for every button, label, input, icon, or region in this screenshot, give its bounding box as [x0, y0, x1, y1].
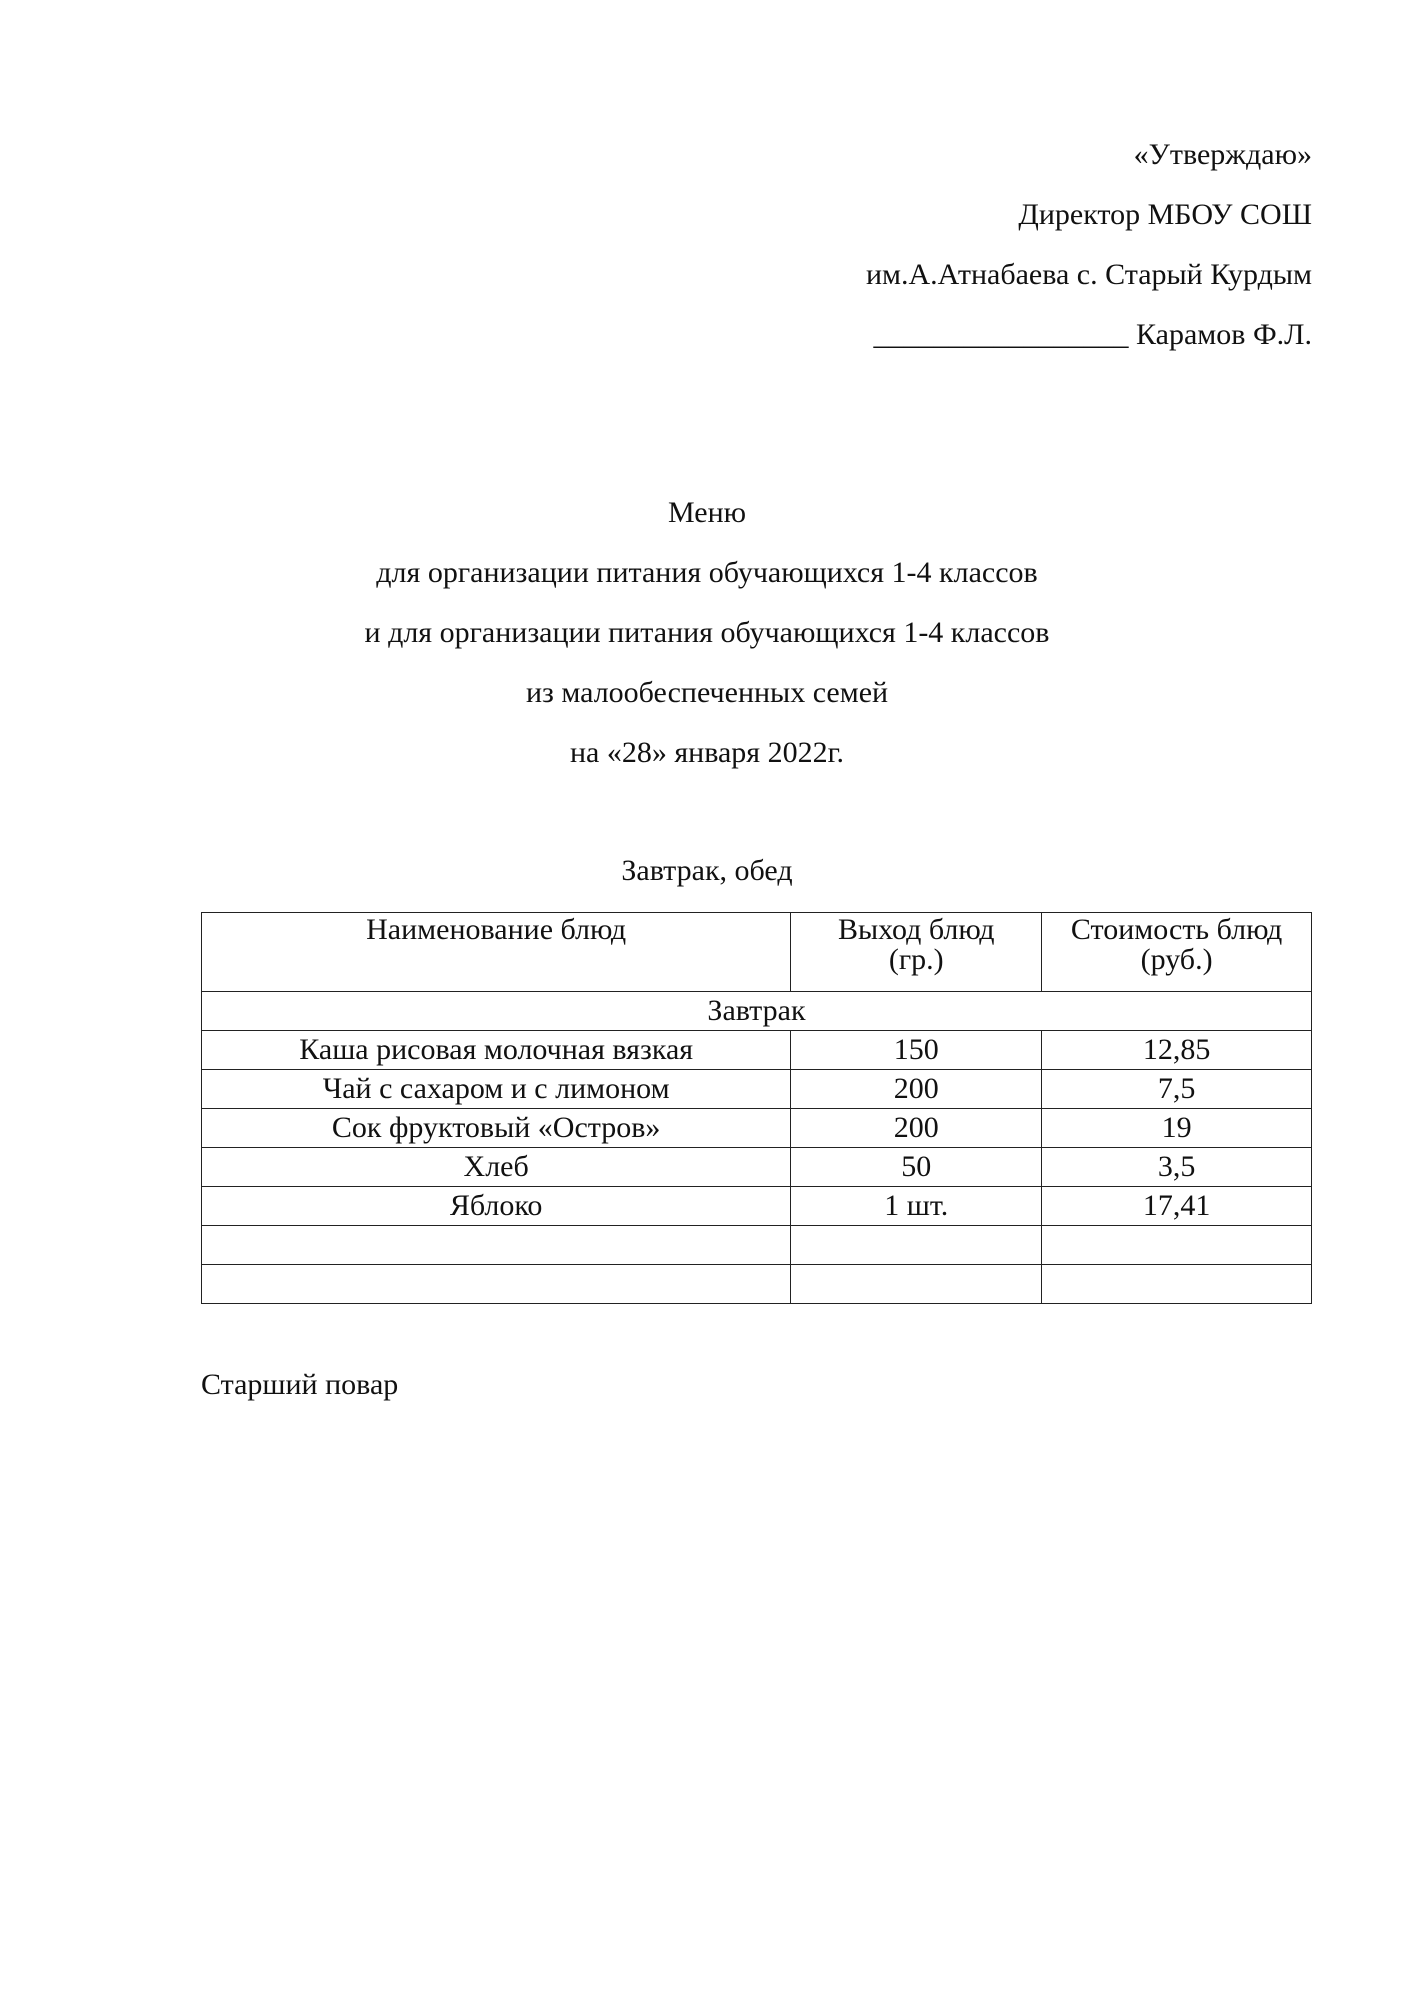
table-row	[200, 1264, 1312, 1304]
portion-cell: 150	[790, 1030, 1043, 1070]
approval-signature-line: _________________ Карамов Ф.Л.	[873, 318, 1312, 351]
table-row	[200, 1225, 1312, 1265]
price-cell: 7,5	[1041, 1069, 1312, 1109]
dish-name-cell	[200, 1225, 792, 1265]
approval-line: Директор МБОУ СОШ	[1018, 198, 1312, 231]
portion-cell: 1 шт.	[790, 1186, 1043, 1226]
title-line: и для организации питания обучающихся 1-…	[364, 616, 1050, 649]
header-cell: Наименование блюд	[200, 912, 792, 992]
table-row: Хлеб 50 3,5	[200, 1147, 1312, 1187]
document-title: Меню	[667, 496, 747, 529]
header-cell: Стоимость блюд (руб.)	[1041, 912, 1312, 992]
footer-signature: Старший повар	[201, 1368, 399, 1401]
header-cell: Выход блюд (гр.)	[790, 912, 1043, 992]
table-caption: Завтрак, обед	[621, 854, 793, 887]
portion-cell: 200	[790, 1069, 1043, 1109]
approval-line: «Утверждаю»	[1133, 138, 1312, 171]
table-row: Чай с сахаром и с лимоном 200 7,5	[200, 1069, 1312, 1109]
section-row: Завтрак	[201, 991, 1312, 1031]
price-cell: 3,5	[1041, 1147, 1312, 1187]
section-cell: Завтрак	[201, 991, 1312, 1031]
menu-table: Наименование блюд Выход блюд (гр.) Стоим…	[200, 912, 1312, 1304]
dish-name-cell: Хлеб	[200, 1147, 792, 1187]
price-cell	[1041, 1225, 1312, 1265]
dish-name-cell: Чай с сахаром и с лимоном	[200, 1069, 792, 1109]
dish-name-cell: Каша рисовая молочная вязкая	[200, 1030, 792, 1070]
portion-cell: 200	[790, 1108, 1043, 1148]
title-date: на «28» января 2022г.	[569, 736, 845, 769]
dish-name-cell	[200, 1264, 792, 1304]
title-line: из малообеспеченных семей	[525, 676, 889, 709]
table-row: Яблоко 1 шт. 17,41	[200, 1186, 1312, 1226]
dish-name-cell: Сок фруктовый «Остров»	[200, 1108, 792, 1148]
portion-cell	[790, 1225, 1043, 1265]
table-header-row: Наименование блюд Выход блюд (гр.) Стоим…	[200, 912, 1312, 992]
price-cell: 12,85	[1041, 1030, 1312, 1070]
approval-line: им.А.Атнабаева с. Старый Курдым	[865, 258, 1312, 291]
price-cell: 17,41	[1041, 1186, 1312, 1226]
price-cell	[1041, 1264, 1312, 1304]
portion-cell: 50	[790, 1147, 1043, 1187]
title-line: для организации питания обучающихся 1-4 …	[376, 556, 1038, 589]
table-row: Каша рисовая молочная вязкая 150 12,85	[200, 1030, 1312, 1070]
dish-name-cell: Яблоко	[200, 1186, 792, 1226]
table-row: Сок фруктовый «Остров» 200 19	[200, 1108, 1312, 1148]
portion-cell	[790, 1264, 1043, 1304]
price-cell: 19	[1041, 1108, 1312, 1148]
